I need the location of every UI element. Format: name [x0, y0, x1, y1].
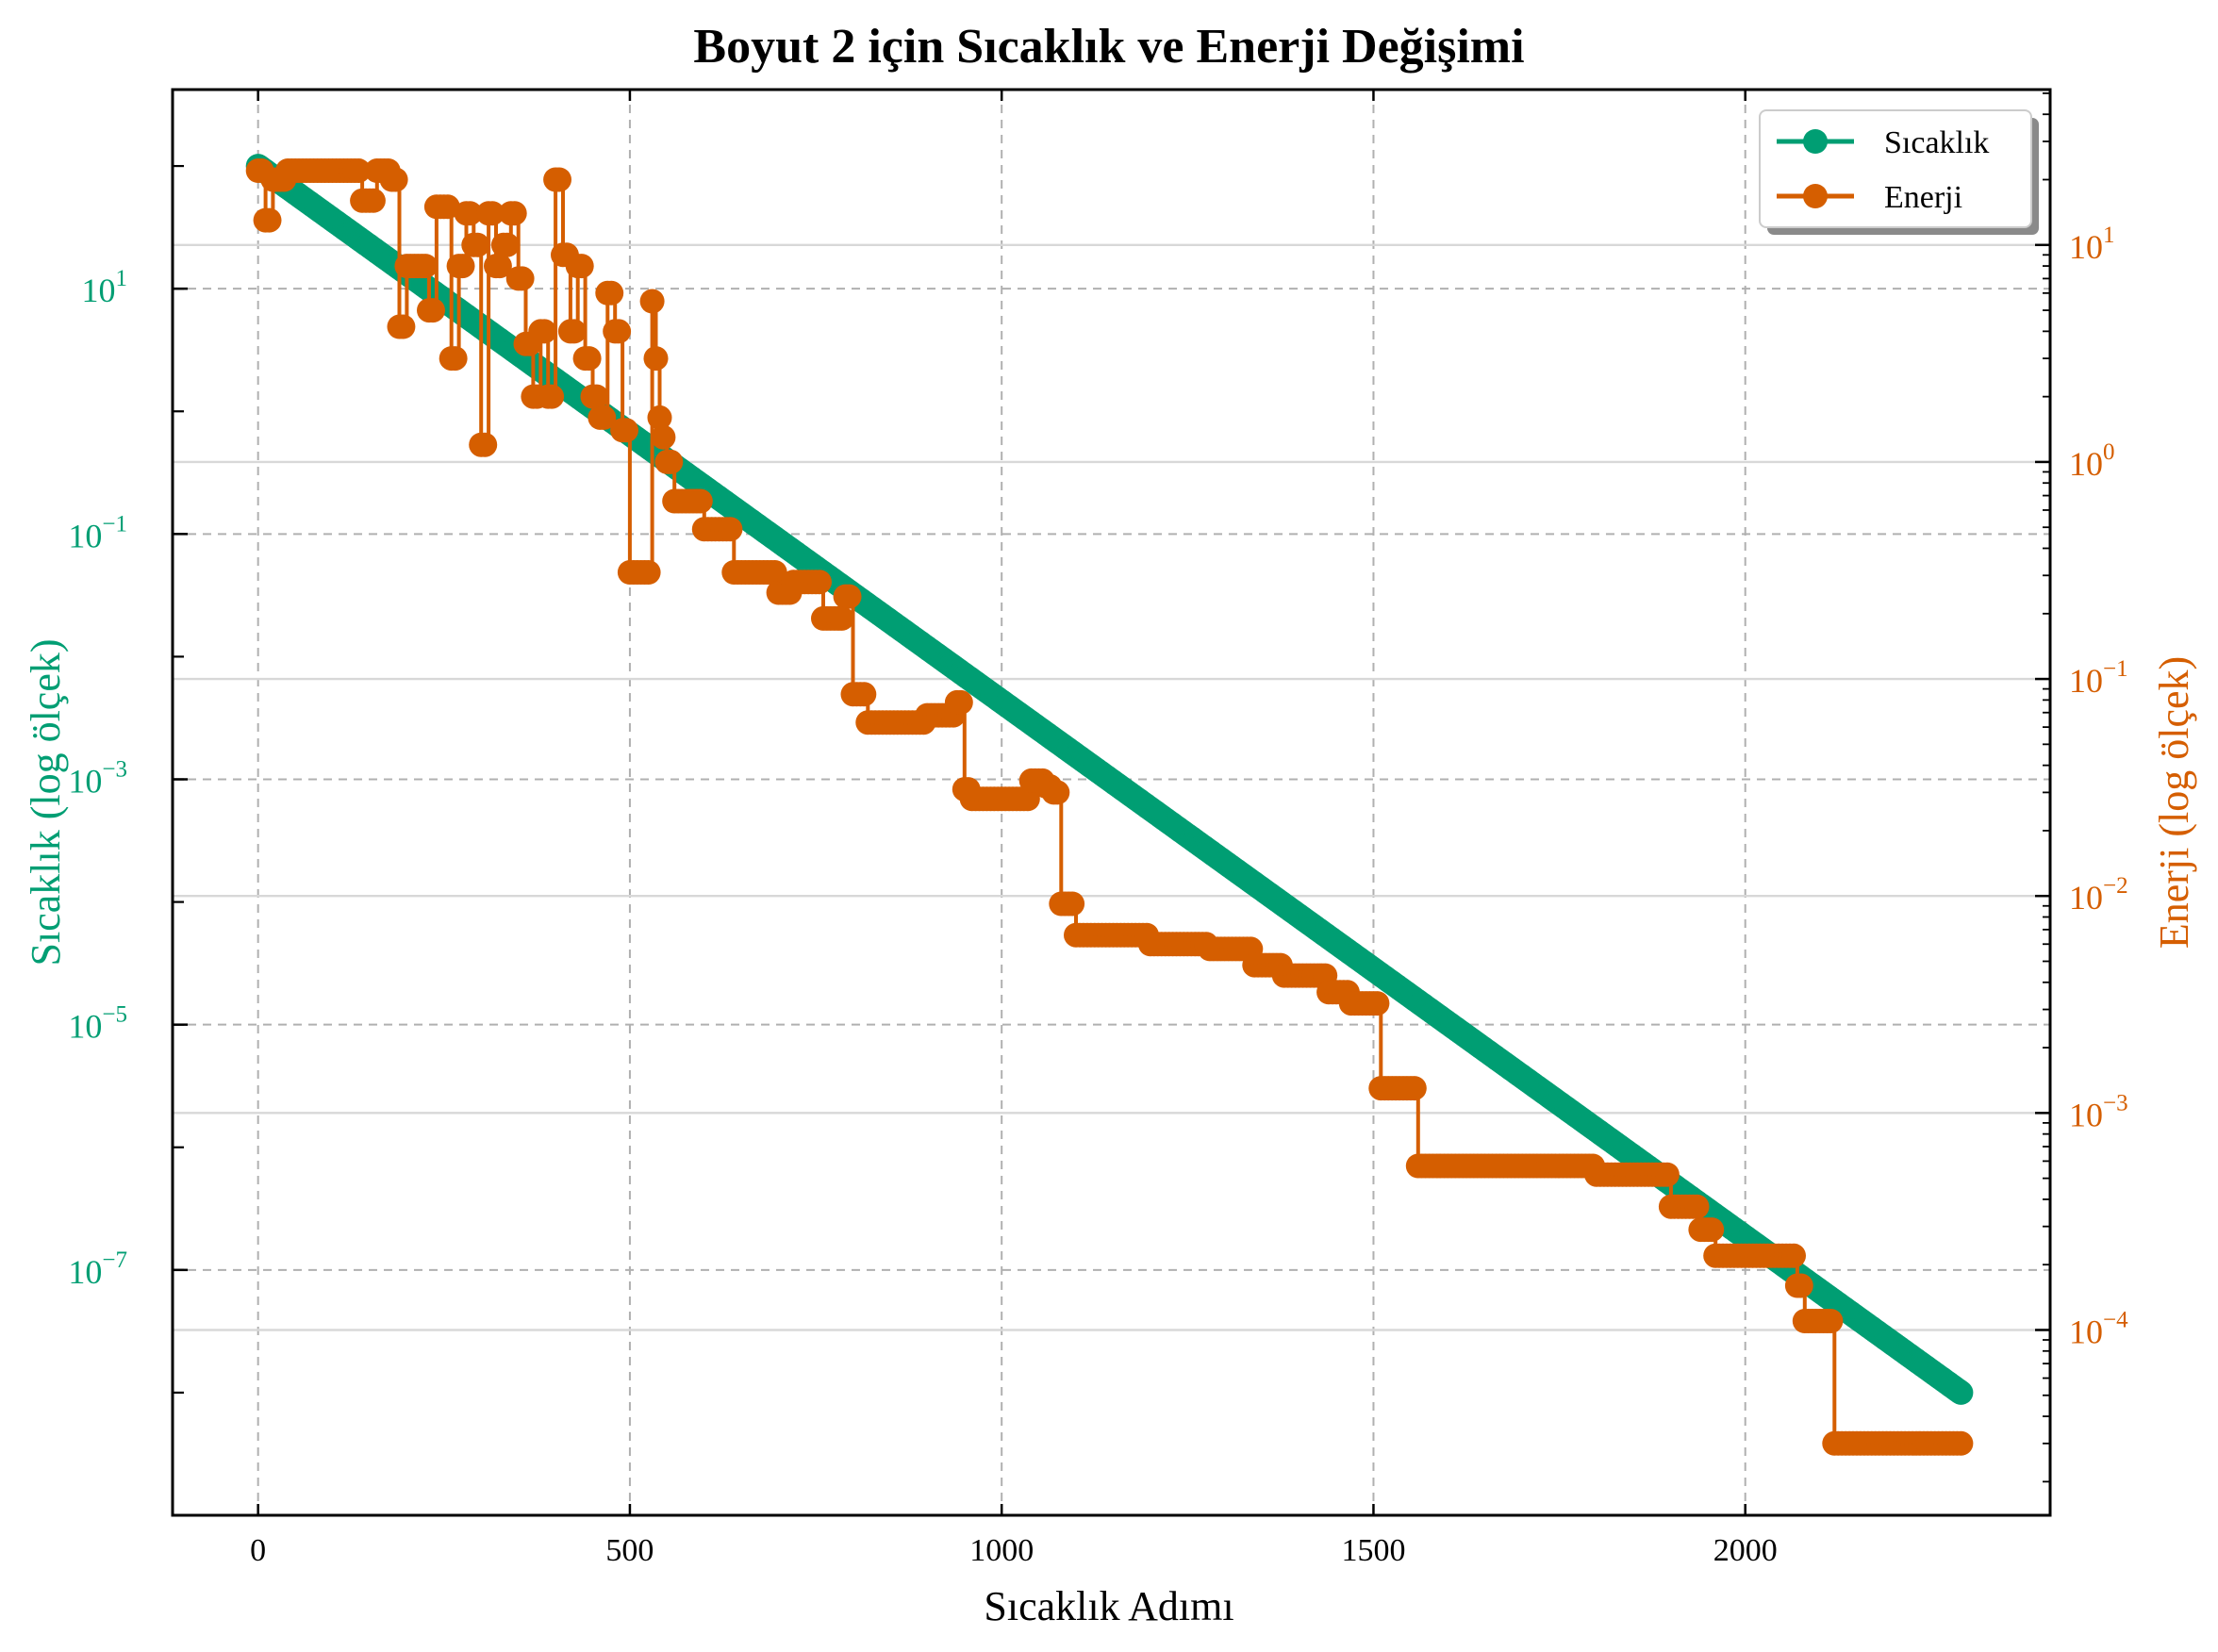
enerji-point [599, 280, 624, 306]
enerji-point [465, 232, 490, 257]
enerji-point [807, 570, 832, 595]
enerji-point [457, 201, 483, 226]
enerji-point [576, 346, 602, 372]
plot-frame [171, 88, 2052, 1517]
enerji-point [643, 346, 669, 372]
enerji-point [360, 188, 386, 213]
y-right-tick-label: 10−4 [2069, 1307, 2128, 1350]
enerji-point [561, 319, 587, 344]
enerji-point [762, 560, 787, 585]
enerji-point [687, 488, 713, 514]
enerji-point [413, 254, 439, 279]
enerji-point [1699, 1217, 1725, 1243]
legend-label-enerji: Enerji [1884, 180, 1962, 215]
enerji-point [591, 405, 617, 430]
enerji-point [472, 432, 498, 457]
enerji-point [829, 605, 854, 631]
y-right-tick-label: 100 [2069, 439, 2115, 483]
enerji-point [487, 254, 512, 279]
enerji-point [539, 384, 565, 409]
enerji-point [502, 201, 527, 226]
enerji-point [1948, 1430, 1974, 1456]
enerji-point [390, 314, 416, 339]
y-axis-left: 101 10−1 10−3 10−5 10−7 [68, 164, 188, 1517]
x-tick-label: 2000 [1713, 1533, 1778, 1568]
enerji-point [450, 254, 475, 279]
enerji-point [1684, 1194, 1710, 1219]
enerji-point [547, 167, 571, 192]
enerji-point [480, 201, 505, 226]
chart-title: Boyut 2 için Sıcaklık ve Enerji Değişimi [693, 20, 1524, 74]
y-axis-right-title: Enerji (log ölçek) [2151, 656, 2197, 949]
y-right-tick-label: 10−2 [2069, 873, 2128, 917]
enerji-point [1401, 1076, 1427, 1101]
enerji-point [639, 289, 665, 314]
enerji-point [647, 405, 672, 430]
y-axis-right: 101 100 10−1 10−2 10−3 10−4 [2035, 92, 2128, 1483]
enerji-point [532, 319, 557, 344]
y-right-tick-label: 10−3 [2069, 1090, 2128, 1133]
y-left-tick-label: 10−3 [68, 756, 127, 800]
x-tick-label: 1500 [1341, 1533, 1405, 1568]
enerji-point [636, 560, 661, 585]
enerji-point [1818, 1309, 1844, 1333]
y-right-tick-label: 101 [2069, 223, 2115, 266]
enerji-point [614, 418, 638, 443]
enerji-point [718, 517, 743, 542]
x-tick-label: 500 [605, 1533, 654, 1568]
enerji-point [1654, 1162, 1680, 1187]
x-axis-title: Sıcaklık Adımı [984, 1583, 1233, 1629]
series-enerji [245, 158, 1974, 1456]
legend: Sıcaklık Enerji [1759, 109, 2039, 235]
y-right-tick-label: 10−1 [2069, 656, 2128, 700]
enerji-point [569, 254, 594, 279]
enerji-point [509, 266, 535, 291]
enerji-point [257, 207, 282, 233]
x-tick-label: 0 [250, 1533, 266, 1568]
enerji-point [658, 449, 684, 474]
y-left-tick-label: 10−7 [68, 1247, 127, 1291]
enerji-point [948, 689, 973, 715]
legend-marker-sicaklik [1803, 129, 1828, 154]
enerji-point [1045, 780, 1070, 805]
enerji-point [421, 298, 445, 323]
enerji-point [1365, 991, 1390, 1016]
enerji-point [442, 346, 468, 372]
enerji-point [651, 424, 676, 450]
enerji-point [606, 319, 632, 344]
enerji-point [852, 682, 877, 707]
y-left-tick-label: 101 [82, 266, 128, 309]
sicaklik-point [1948, 1379, 1974, 1405]
enerji-point [584, 384, 609, 409]
x-tick-label: 1000 [969, 1533, 1034, 1568]
legend-marker-enerji [1803, 184, 1828, 208]
y-axis-left-title: Sıcaklık (log ölçek) [23, 638, 69, 966]
y-left-tick-label: 10−1 [68, 511, 127, 554]
enerji-point [346, 158, 372, 183]
enerji-point [836, 584, 862, 609]
enerji-point [494, 232, 520, 257]
x-axis: 0 500 1000 1500 2000 [250, 90, 1778, 1568]
enerji-point [383, 167, 408, 192]
enerji-point [435, 194, 460, 220]
enerji-point [1788, 1273, 1813, 1298]
y-left-tick-label: 10−5 [68, 1002, 127, 1046]
enerji-point [1781, 1243, 1806, 1268]
legend-label-sicaklik: Sıcaklık [1884, 125, 1989, 160]
enerji-point [1060, 891, 1085, 917]
